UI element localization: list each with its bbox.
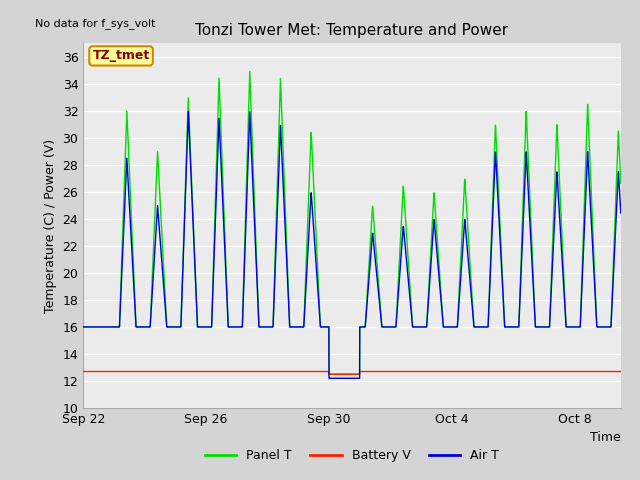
Title: Tonzi Tower Met: Temperature and Power: Tonzi Tower Met: Temperature and Power (195, 23, 509, 38)
Text: TZ_tmet: TZ_tmet (92, 49, 150, 62)
Text: No data for f_sys_volt: No data for f_sys_volt (35, 18, 156, 29)
Legend: Panel T, Battery V, Air T: Panel T, Battery V, Air T (200, 444, 504, 468)
Y-axis label: Temperature (C) / Power (V): Temperature (C) / Power (V) (44, 139, 57, 312)
X-axis label: Time: Time (590, 432, 621, 444)
